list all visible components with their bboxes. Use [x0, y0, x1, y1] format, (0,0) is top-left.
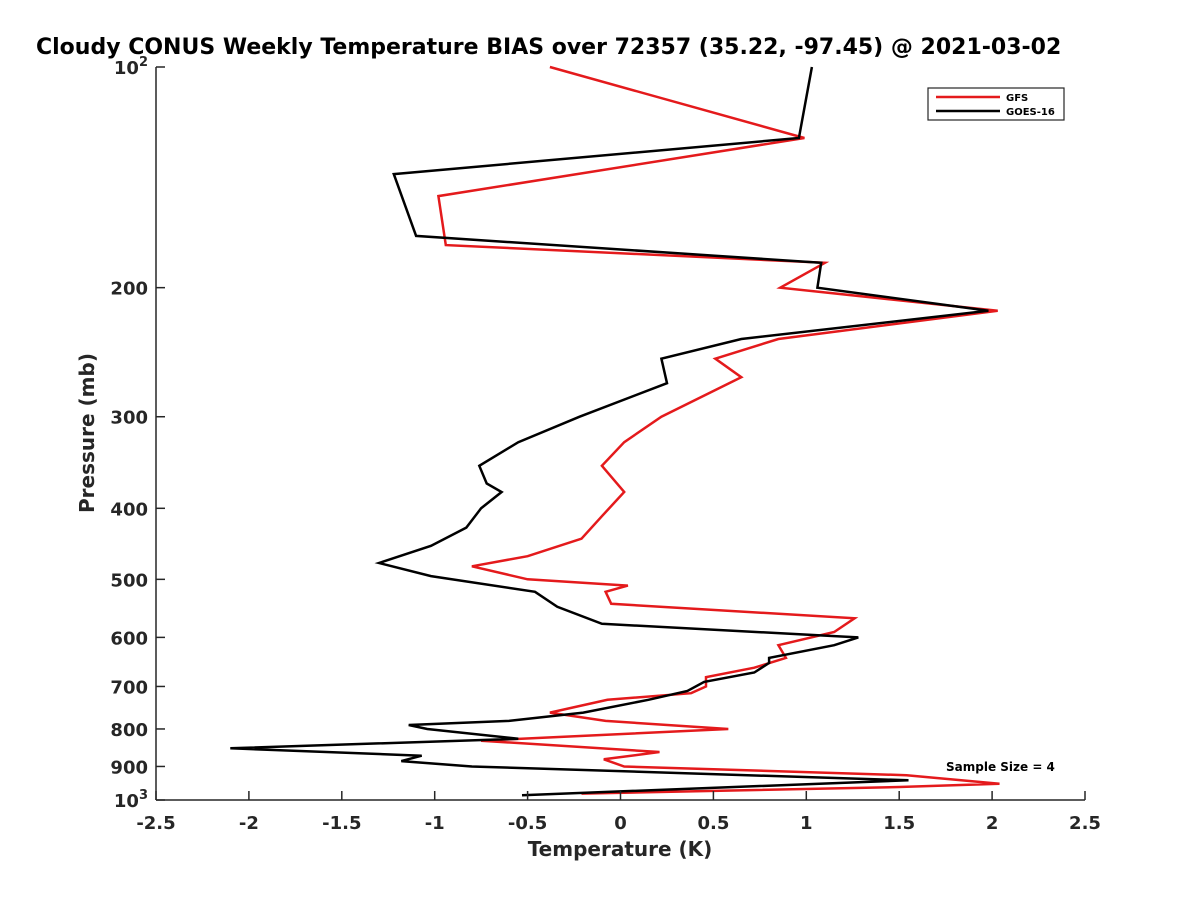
y-tick-label: 800 [110, 720, 148, 741]
y-tick-layer: 102 200 300 400 500 600 700 800 900 103 [110, 55, 165, 812]
series-line-goes16 [230, 66, 989, 797]
y-tick-label: 200 [110, 279, 148, 300]
legend-label-gfs: GFS [1006, 93, 1028, 104]
y-tick-label: 300 [110, 408, 148, 429]
y-tick-label: 103 [114, 788, 148, 812]
x-tick-label: -0.5 [508, 813, 547, 834]
x-tick-label: -2 [239, 813, 259, 834]
sample-size-annotation: Sample Size = 4 [946, 760, 1055, 774]
y-axis-label: Pressure (mb) [75, 353, 99, 513]
legend-box [927, 87, 1065, 121]
y-tick-label: 500 [110, 570, 148, 591]
x-tick-label: -2.5 [136, 813, 175, 834]
x-tick-label: 1 [800, 813, 813, 834]
y-tick-label: 900 [110, 757, 148, 778]
plot-area: -2.5 -2 -1.5 -1 -0.5 0 0.5 1 1.5 2 2.5 102 200 300 40… [110, 55, 1101, 834]
y-tick-label: 102 [114, 55, 148, 79]
y-tick-label: 700 [110, 677, 148, 698]
y-tick-label: 400 [110, 499, 148, 520]
legend: GFS GOES-16 [927, 87, 1065, 121]
y-tick-label: 600 [110, 628, 148, 649]
legend-label-goes16: GOES-16 [1006, 107, 1055, 118]
x-tick-label: 2 [986, 813, 999, 834]
series-line-gfs [436, 65, 1000, 795]
chart-title: Cloudy CONUS Weekly Temperature BIAS ove… [36, 35, 1061, 60]
series-layer [230, 65, 1000, 797]
x-tick-label: -1 [425, 813, 445, 834]
x-tick-label: 1.5 [883, 813, 915, 834]
x-tick-layer: -2.5 -2 -1.5 -1 -0.5 0 0.5 1 1.5 2 2.5 [136, 791, 1101, 834]
x-tick-label: 0 [614, 813, 627, 834]
x-tick-label: -1.5 [322, 813, 361, 834]
x-axis-label: Temperature (K) [528, 837, 713, 861]
x-tick-label: 2.5 [1069, 813, 1101, 834]
x-tick-label: 0.5 [697, 813, 729, 834]
